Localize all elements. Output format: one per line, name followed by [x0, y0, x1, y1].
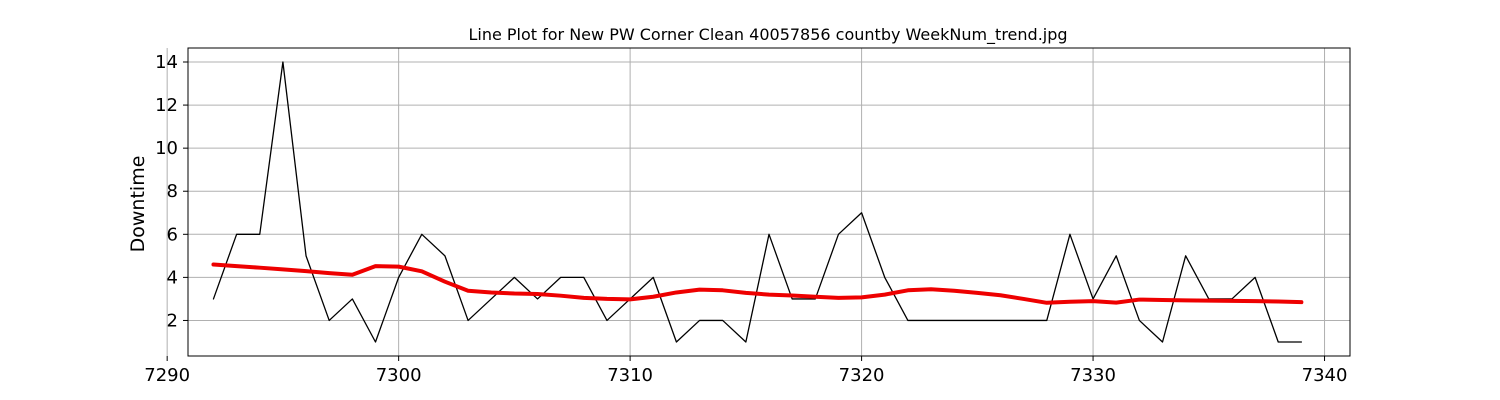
x-tick-label: 7290 — [144, 365, 190, 386]
chart-title: Line Plot for New PW Corner Clean 400578… — [468, 25, 1067, 45]
y-tick-label: 12 — [155, 95, 178, 116]
series-lines — [211, 61, 1304, 343]
trend-line — [211, 262, 1304, 305]
x-tick-label: 7340 — [1302, 365, 1348, 386]
x-tick-label: 7300 — [376, 365, 422, 386]
y-tick-label: 4 — [167, 267, 178, 288]
grid-lines — [166, 48, 1350, 356]
y-tick-label: 8 — [167, 181, 178, 202]
downtime-line — [212, 61, 1303, 343]
x-tick-label: 7310 — [607, 365, 653, 386]
x-axis-ticks: 7290 7300 7310 7320 7330 7340 — [144, 356, 1347, 386]
y-tick-label: 2 — [167, 310, 178, 331]
x-tick-label: 7320 — [839, 365, 885, 386]
y-tick-label: 14 — [155, 52, 178, 73]
x-tick-label: 7330 — [1070, 365, 1116, 386]
plot-frame — [187, 47, 1351, 357]
y-tick-label: 10 — [155, 138, 178, 159]
y-axis-ticks: 2 4 6 8 10 12 14 — [155, 52, 188, 331]
y-axis-label: Downtime — [127, 156, 149, 253]
y-tick-label: 6 — [167, 224, 178, 245]
